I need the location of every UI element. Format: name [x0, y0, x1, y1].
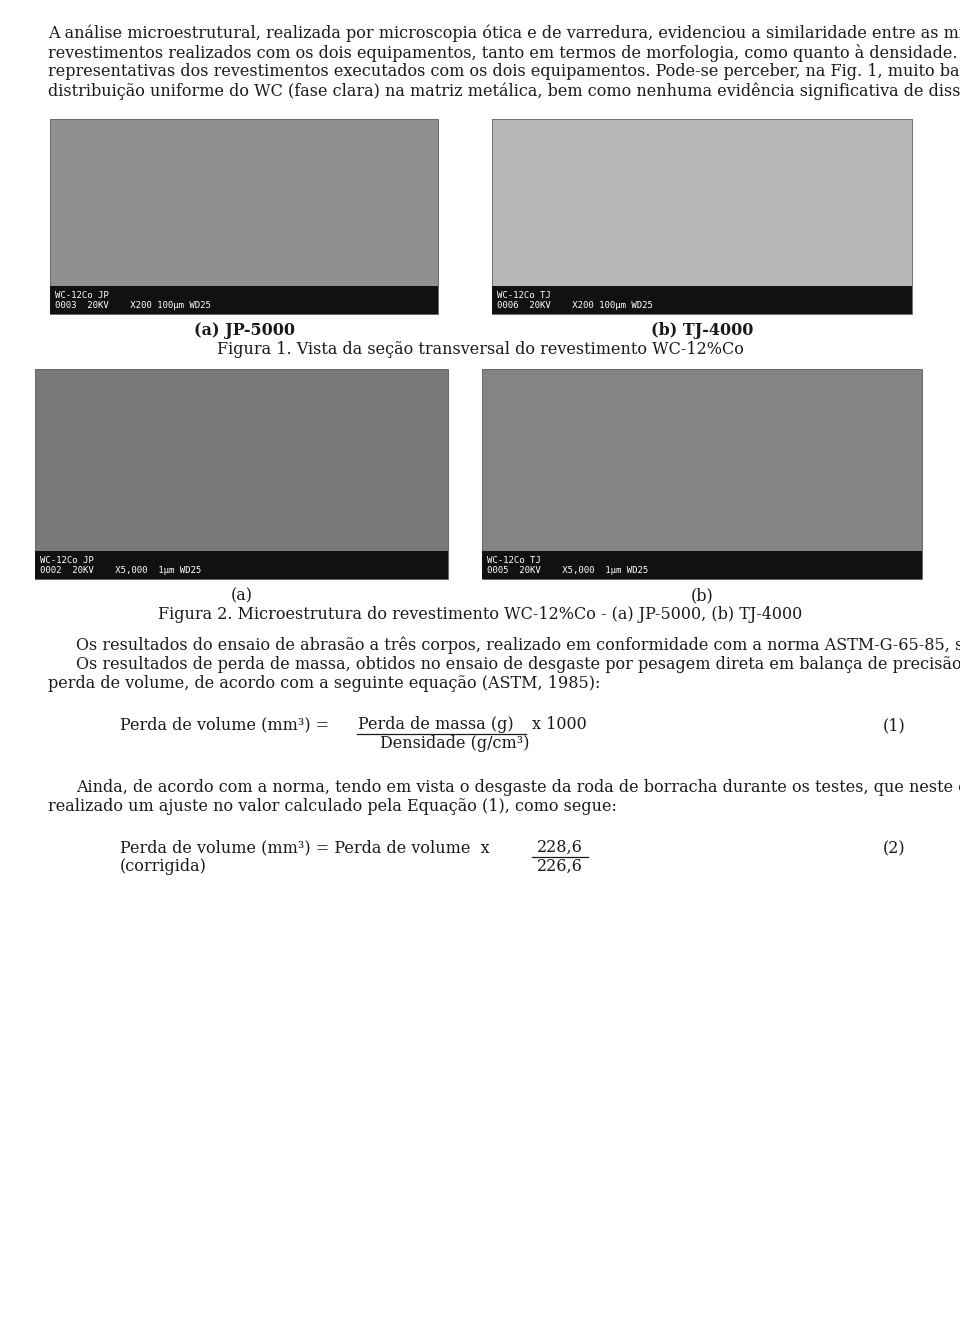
Bar	[492, 119, 912, 314]
Text: Figura 1. Vista da seção transversal do revestimento WC-12%Co: Figura 1. Vista da seção transversal do …	[217, 341, 743, 359]
Text: Perda de volume (mm³) =: Perda de volume (mm³) =	[120, 716, 334, 733]
Text: Ainda, de acordo com a norma, tendo em vista o desgaste da roda de borracha dura: Ainda, de acordo com a norma, tendo em v…	[76, 779, 960, 796]
Text: Os resultados do ensaio de abrasão a três corpos, realizado em conformidade com : Os resultados do ensaio de abrasão a trê…	[76, 636, 960, 653]
Text: (a) JP-5000: (a) JP-5000	[194, 322, 295, 339]
Text: 226,6: 226,6	[537, 858, 583, 875]
Text: realizado um ajuste no valor calculado pela Equação (1), como segue:: realizado um ajuste no valor calculado p…	[48, 797, 617, 815]
Text: A análise microestrutural, realizada por microscopia ótica e de varredura, evide: A análise microestrutural, realizada por…	[48, 25, 960, 43]
Text: Perda de volume (mm³) = Perda de volume  x: Perda de volume (mm³) = Perda de volume …	[120, 839, 500, 856]
Text: (b): (b)	[690, 587, 713, 603]
Text: Densidade (g/cm³): Densidade (g/cm³)	[380, 735, 530, 752]
Text: x 1000: x 1000	[532, 716, 587, 733]
Text: WC-12Co JP
0003  20KV    X200 100µm WD25: WC-12Co JP 0003 20KV X200 100µm WD25	[55, 290, 211, 310]
Text: (b) TJ-4000: (b) TJ-4000	[651, 322, 754, 339]
Text: revestimentos realizados com os dois equipamentos, tanto em termos de morfologia: revestimentos realizados com os dois equ…	[48, 44, 960, 62]
Text: WC-12Co TJ
0006  20KV    X200 100µm WD25: WC-12Co TJ 0006 20KV X200 100µm WD25	[497, 290, 653, 310]
Text: (1): (1)	[882, 717, 905, 735]
Text: representativas dos revestimentos executados com os dois equipamentos. Pode-se p: representativas dos revestimentos execut…	[48, 63, 960, 80]
Bar	[50, 119, 438, 314]
Bar	[482, 551, 922, 579]
Text: 228,6: 228,6	[537, 839, 583, 856]
Bar	[492, 286, 912, 314]
Text: (2): (2)	[882, 840, 905, 858]
Text: WC-12Co JP
0002  20KV    X5,000  1µm WD25: WC-12Co JP 0002 20KV X5,000 1µm WD25	[40, 555, 202, 575]
Text: Figura 2. Microestrutura do revestimento WC-12%Co - (a) JP-5000, (b) TJ-4000: Figura 2. Microestrutura do revestimento…	[157, 606, 803, 624]
Bar	[50, 286, 438, 314]
Text: Perda de massa (g): Perda de massa (g)	[358, 716, 514, 733]
Text: distribuição uniforme do WC (fase clara) na matriz metálica, bem como nenhuma ev: distribuição uniforme do WC (fase clara)…	[48, 82, 960, 99]
Text: perda de volume, de acordo com a seguinte equação (ASTM, 1985):: perda de volume, de acordo com a seguint…	[48, 674, 600, 692]
Bar	[35, 369, 448, 579]
Text: WC-12Co TJ
0005  20KV    X5,000  1µm WD25: WC-12Co TJ 0005 20KV X5,000 1µm WD25	[487, 555, 648, 575]
Bar	[482, 369, 922, 579]
Text: Os resultados de perda de massa, obtidos no ensaio de desgaste por pesagem diret: Os resultados de perda de massa, obtidos…	[76, 656, 960, 673]
Text: (a): (a)	[230, 587, 252, 603]
Bar	[35, 551, 448, 579]
Text: (corrigida): (corrigida)	[120, 858, 206, 875]
